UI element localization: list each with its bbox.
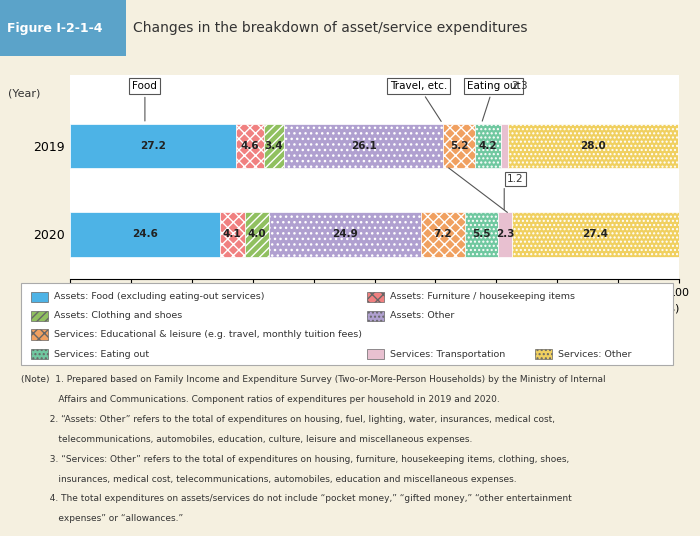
Bar (245, 212, 269, 257)
Text: Services: Educational & leisure (e.g. travel, monthly tuition fees): Services: Educational & leisure (e.g. tr… (55, 330, 363, 339)
Bar (220, 212, 245, 257)
Text: Assets: Other: Assets: Other (391, 311, 455, 320)
FancyBboxPatch shape (535, 349, 552, 360)
Bar (443, 124, 475, 168)
Text: Affairs and Communications. Component ratios of expenditures per household in 20: Affairs and Communications. Component ra… (21, 394, 500, 404)
Text: 28.0: 28.0 (580, 141, 606, 151)
Bar (70, 124, 236, 168)
Text: 2. “Assets: Other” refers to the total of expenditures on housing, fuel, lightin: 2. “Assets: Other” refers to the total o… (21, 415, 554, 423)
Bar (70, 212, 220, 257)
Bar (498, 212, 512, 257)
X-axis label: (%): (%) (659, 303, 679, 314)
Bar (512, 212, 679, 257)
FancyBboxPatch shape (367, 310, 384, 321)
Bar (284, 124, 443, 168)
Text: Food: Food (132, 81, 158, 121)
FancyBboxPatch shape (0, 0, 126, 56)
Text: expenses” or “allowances.”: expenses” or “allowances.” (21, 515, 183, 523)
Text: Assets: Food (excluding eating-out services): Assets: Food (excluding eating-out servi… (55, 292, 265, 301)
Text: 2.3: 2.3 (511, 81, 528, 91)
Text: 3. “Services: Other” refers to the total of expenditures on housing, furniture, : 3. “Services: Other” refers to the total… (21, 455, 569, 464)
Text: Eating out: Eating out (467, 81, 520, 121)
Bar (236, 124, 264, 168)
Bar (421, 212, 465, 257)
Text: Figure I-2-1-4: Figure I-2-1-4 (7, 21, 102, 35)
Text: 4. The total expenditures on assets/services do not include “pocket money,” “gif: 4. The total expenditures on assets/serv… (21, 494, 571, 503)
FancyBboxPatch shape (367, 349, 384, 360)
Text: insurances, medical cost, telecommunications, automobiles, education and miscell: insurances, medical cost, telecommunicat… (21, 474, 517, 483)
Text: 4.2: 4.2 (479, 141, 497, 151)
FancyBboxPatch shape (31, 330, 48, 340)
FancyBboxPatch shape (31, 349, 48, 360)
Text: 2.3: 2.3 (496, 229, 514, 240)
Text: 4.6: 4.6 (240, 141, 259, 151)
Text: 5.5: 5.5 (472, 229, 491, 240)
Bar (475, 124, 500, 168)
Text: 24.9: 24.9 (332, 229, 358, 240)
Text: 27.4: 27.4 (582, 229, 608, 240)
Text: Travel, etc.: Travel, etc. (390, 81, 447, 122)
Text: (Year): (Year) (8, 88, 41, 99)
Text: 1.2: 1.2 (508, 174, 524, 184)
Bar (500, 124, 508, 168)
Text: 24.6: 24.6 (132, 229, 158, 240)
FancyBboxPatch shape (31, 292, 48, 302)
Text: Services: Eating out: Services: Eating out (55, 350, 149, 359)
FancyBboxPatch shape (21, 283, 673, 366)
Text: 3.4: 3.4 (265, 141, 284, 151)
Bar (264, 124, 284, 168)
Text: (Note)  1. Prepared based on Family Income and Expenditure Survey (Two-or-More-P: (Note) 1. Prepared based on Family Incom… (21, 375, 606, 384)
FancyBboxPatch shape (367, 292, 384, 302)
Bar (465, 212, 498, 257)
Text: 26.1: 26.1 (351, 141, 377, 151)
Text: Assets: Clothing and shoes: Assets: Clothing and shoes (55, 311, 183, 320)
Text: 5.2: 5.2 (450, 141, 468, 151)
Text: Assets: Furniture / housekeeping items: Assets: Furniture / housekeeping items (391, 292, 575, 301)
Text: Services: Transportation: Services: Transportation (391, 350, 505, 359)
FancyBboxPatch shape (31, 310, 48, 321)
Text: telecommunications, automobiles, education, culture, leisure and miscellaneous e: telecommunications, automobiles, educati… (21, 435, 472, 444)
Text: 7.2: 7.2 (433, 229, 452, 240)
Bar (508, 124, 678, 168)
Text: 4.1: 4.1 (223, 229, 242, 240)
Text: Services: Other: Services: Other (559, 350, 632, 359)
Bar (269, 212, 421, 257)
Text: 4.0: 4.0 (248, 229, 266, 240)
Text: Changes in the breakdown of asset/service expenditures: Changes in the breakdown of asset/servic… (133, 21, 528, 35)
Text: 27.2: 27.2 (140, 141, 166, 151)
